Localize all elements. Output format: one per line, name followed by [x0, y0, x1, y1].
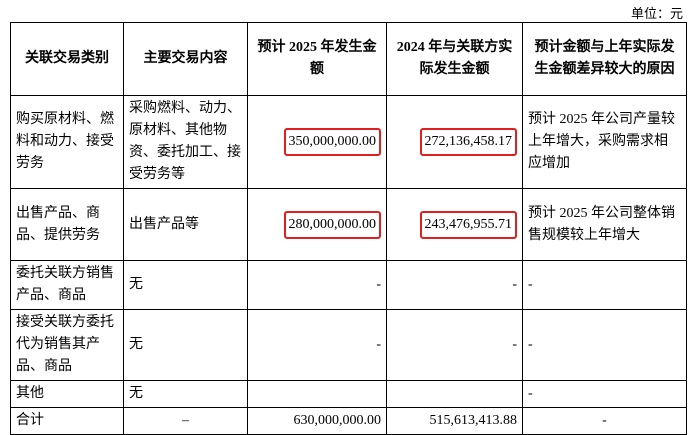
column-header: 2024 年与关联方实际发生金额 [386, 22, 523, 96]
table-cell: 无 [123, 309, 248, 381]
table-row: 购买原材料、燃料和动力、接受劳务 采购燃料、动力、原材料、其他物资、委托加工、接受… [10, 95, 687, 189]
related-transactions-table: 关联交易类别 主要交易内容 预计 2025 年发生金额 2024 年与关联方实际发生金… [10, 22, 687, 435]
header-row: 关联交易类别 主要交易内容 预计 2025 年发生金额 2024 年与关联方实际发生金… [10, 22, 687, 96]
table-cell: 272,136,458.17 [386, 95, 523, 189]
highlighted-amount: 350,000,000.00 [283, 128, 381, 156]
table-cell: 出售产品、商品、提供劳务 [10, 188, 124, 261]
table-cell: 630,000,000.00 [247, 407, 387, 435]
table-cell: - [522, 407, 687, 435]
table-cell: 合计 [10, 407, 124, 435]
table-cell: 委托关联方销售产品、商品 [10, 260, 124, 310]
table-row: 出售产品、商品、提供劳务 出售产品等 280,000,000.00 243,476,9… [10, 188, 687, 261]
column-header: 主要交易内容 [123, 22, 248, 96]
table-cell: 243,476,955.71 [386, 188, 523, 261]
table-cell: 280,000,000.00 [247, 188, 387, 261]
table-cell: - [386, 260, 523, 310]
table-cell: 预计 2025 年公司整体销售规模较上年增大 [522, 188, 687, 261]
table-cell: 接受关联方委托代为销售其产品、商品 [10, 309, 124, 381]
table-cell: 无 [123, 380, 248, 408]
highlighted-amount: 243,476,955.71 [419, 210, 517, 239]
column-header: 预计 2025 年发生金额 [247, 22, 387, 96]
table-cell: 无 [123, 260, 248, 310]
highlighted-amount: 272,136,458.17 [419, 128, 517, 156]
highlighted-amount: 280,000,000.00 [283, 210, 381, 239]
table-cell: – [123, 407, 248, 435]
table-cell: - [522, 380, 687, 408]
table-cell: - [522, 260, 687, 310]
table-body: 购买原材料、燃料和动力、接受劳务 采购燃料、动力、原材料、其他物资、委托加工、接受… [10, 95, 687, 435]
table-cell: 采购燃料、动力、原材料、其他物资、委托加工、接受劳务等 [123, 95, 248, 189]
column-header: 关联交易类别 [10, 22, 124, 96]
table-cell: 其他 [10, 380, 124, 408]
table-cell: 515,613,413.88 [386, 407, 523, 435]
table-cell: 出售产品等 [123, 188, 248, 261]
table-row: 接受关联方委托代为销售其产品、商品无 - - - [10, 309, 687, 381]
column-header: 预计金额与上年实际发生金额差异较大的原因 [522, 22, 687, 96]
table-row: 合计 –630,000,000.00 515,613,413.88- [10, 407, 687, 435]
table-cell: 购买原材料、燃料和动力、接受劳务 [10, 95, 124, 189]
table-cell [247, 380, 387, 408]
table-cell: - [247, 309, 387, 381]
table-cell: - [247, 260, 387, 310]
table-cell [386, 380, 523, 408]
table-cell: - [386, 309, 523, 381]
table-row: 其他无 - [10, 380, 687, 408]
unit-label: 单位：元 [630, 6, 683, 21]
table-row: 委托关联方销售产品、商品无 - - - [10, 260, 687, 310]
table-cell: 预计 2025 年公司产量较上年增大，采购需求相应增加 [522, 95, 687, 189]
table-cell: 350,000,000.00 [247, 95, 387, 189]
table-cell: - [522, 309, 687, 381]
